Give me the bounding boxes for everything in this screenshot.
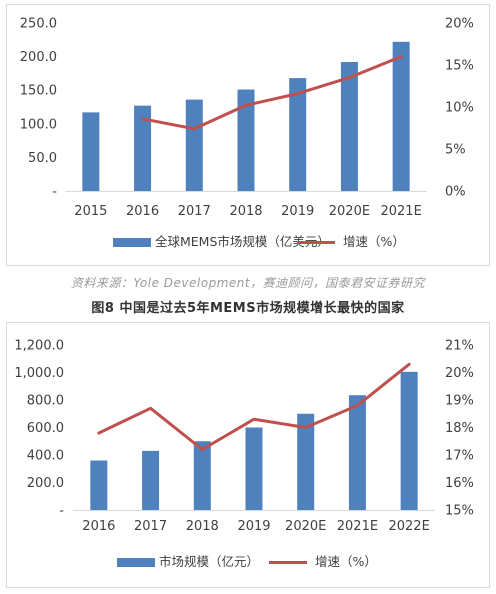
left-axis-tick-label: 1,200.0 [14,339,64,354]
source-note: 资料来源：Yole Development，赛迪顾问，国泰君安证券研究 [70,276,426,290]
x-axis-tick-label: 2021E [337,519,378,534]
right-axis-tick-label: 20% [445,366,474,381]
right-axis-tick-label: 10% [445,101,474,116]
legend-label-line: 增速（%） [315,554,377,569]
x-axis-tick-label: 2017 [178,204,211,219]
left-axis-tick-label: 100.0 [20,117,57,132]
right-axis-tick-label: 15% [445,59,474,74]
bar [392,41,410,191]
x-axis-tick-label: 2021E [380,204,421,219]
bar [400,371,418,510]
left-axis-tick-label: 400.0 [27,449,64,464]
left-axis-tick-label: - [59,504,64,519]
chart-china-mems: - 200.0 400.0 600.0 800.0 1,000.0 1,200.0 15% 16… [6,322,490,588]
left-axis-tick-label: 150.0 [20,84,57,99]
x-axis-tick-label: 2016 [82,519,115,534]
x-axis-tick-label: 2016 [126,204,159,219]
bar [340,61,358,192]
bar [289,78,307,191]
growth-line [141,55,403,131]
left-axis-tick-label: 50.0 [28,151,57,166]
legend-swatch-bar [113,238,151,247]
left-axis-tick-label: 600.0 [27,421,64,436]
right-axis-tick-label: 5% [445,143,466,158]
right-axis-tick-label: 20% [445,17,474,32]
chart-china-mems-svg: - 200.0 400.0 600.0 800.0 1,000.0 1,200.0 15% 16… [14,339,474,570]
legend-label-bar: 全球MEMS市场规模（亿美元） [155,234,330,249]
legend-swatch-bar [117,558,155,567]
x-axis-tick-label: 2019 [281,204,314,219]
left-axis-tick-label: 250.0 [20,17,57,32]
right-axis-tick-label: 16% [445,476,474,491]
bar [82,112,100,191]
bar [245,427,263,510]
left-axis-tick-label: 200.0 [20,50,57,65]
right-axis-tick-label: 18% [445,421,474,436]
left-axis-tick-label: 1,000.0 [14,366,64,381]
left-axis-tick-label: - [52,185,57,200]
right-axis-tick-label: 21% [445,339,474,354]
bar [297,413,315,510]
legend-label-bar: 市场规模（亿元） [159,554,259,569]
chart-global-mems-svg: - 50.0 100.0 150.0 200.0 250.0 0% 5% 10% 15% 20% 20… [20,17,474,250]
bar [134,105,152,191]
right-axis-tick-label: 0% [445,185,466,200]
right-axis-tick-label: 17% [445,449,474,464]
x-axis-tick-label: 2017 [134,519,167,534]
figure-caption: 图8 中国是过去5年MEMS市场规模增长最快的国家 [91,301,405,316]
bar [185,99,203,191]
x-axis-tick-label: 2022E [388,519,429,534]
x-axis-tick-label: 2018 [186,519,219,534]
bar [90,460,108,510]
x-axis-tick-label: 2020E [285,519,326,534]
right-axis-tick-label: 19% [445,394,474,409]
right-axis-tick-label: 15% [445,504,474,519]
bar [348,395,366,510]
chart-global-mems: - 50.0 100.0 150.0 200.0 250.0 0% 5% 10% 15% 20% 20… [6,4,490,266]
x-axis-tick-label: 2020E [329,204,370,219]
bar [237,89,255,191]
legend-label-line: 增速（%） [343,234,405,249]
left-axis-tick-label: 800.0 [27,394,64,409]
left-axis-tick-label: 200.0 [27,476,64,491]
x-axis-tick-label: 2018 [229,204,262,219]
x-axis-tick-label: 2015 [74,204,107,219]
x-axis-tick-label: 2019 [237,519,270,534]
bar [193,441,211,510]
bar [142,450,160,510]
growth-line [97,362,411,451]
